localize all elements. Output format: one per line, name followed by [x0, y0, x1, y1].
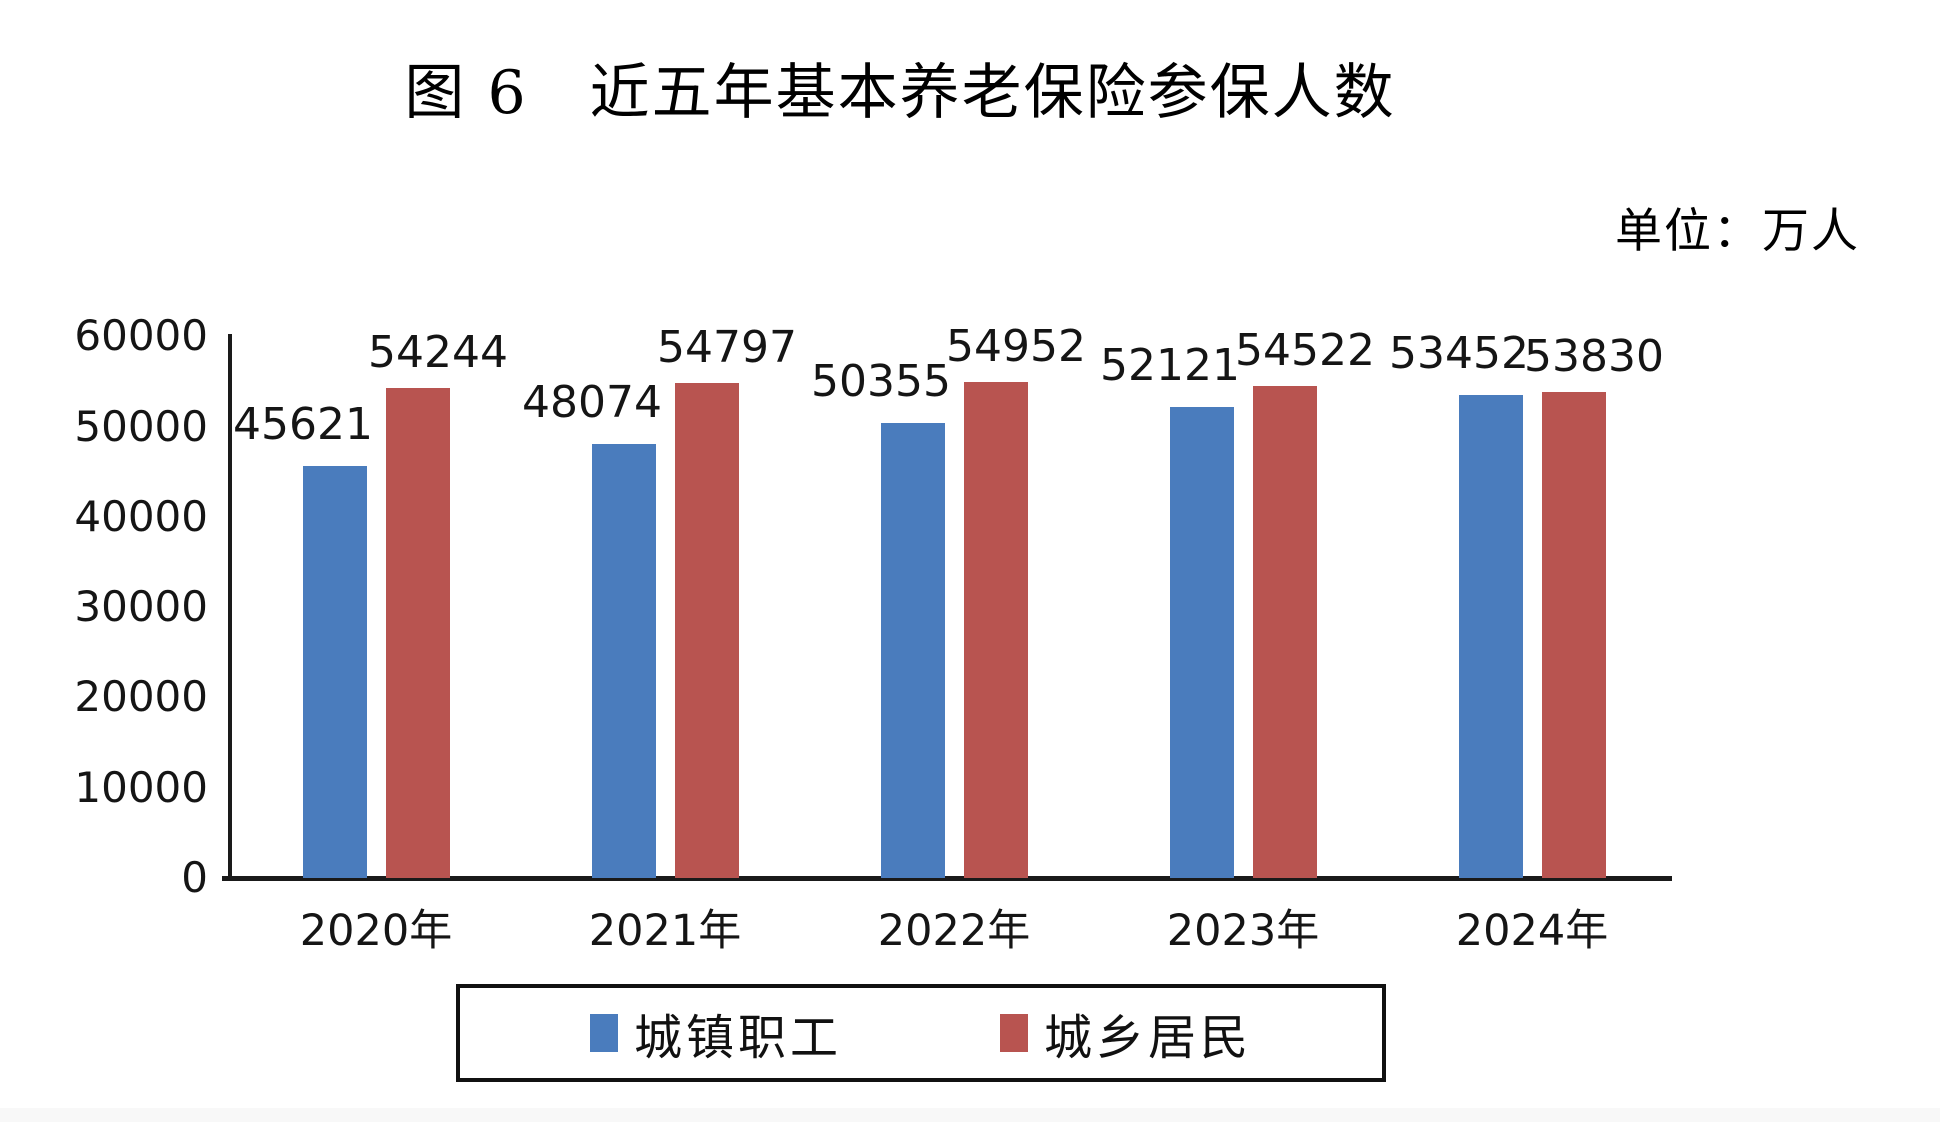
chart-title: 图 6 近五年基本养老保险参保人数 [404, 58, 1396, 128]
bar-urban-workers-2020年 [303, 466, 367, 878]
y-tick-label-60000: 60000 [74, 311, 208, 361]
y-tick-label-40000: 40000 [74, 491, 208, 541]
value-label-urban-rural-residents-2024年: 53830 [1524, 331, 1664, 382]
x-axis-line [222, 876, 1672, 881]
y-tick-label-20000: 20000 [74, 672, 208, 722]
value-label-urban-rural-residents-2021年: 54797 [657, 322, 797, 373]
legend-swatch-icon [589, 1014, 618, 1052]
unit-label: 单位：万人 [1615, 204, 1860, 259]
bottom-strip [0, 1108, 1940, 1122]
bar-urban-workers-2024年 [1459, 395, 1523, 878]
legend-item-1: 城乡居民 [1000, 998, 1252, 1068]
y-tick-label-30000: 30000 [74, 582, 208, 632]
bar-urban-rural-residents-2022年 [964, 382, 1028, 878]
y-tick-label-0: 0 [181, 853, 208, 902]
bar-urban-rural-residents-2021年 [675, 383, 739, 878]
value-label-urban-rural-residents-2022年: 54952 [946, 321, 1086, 372]
legend-label: 城镇职工 [633, 1010, 842, 1066]
legend-swatch-icon [1000, 1014, 1028, 1052]
bar-urban-rural-residents-2020年 [386, 388, 450, 878]
bar-urban-workers-2021年 [592, 444, 656, 878]
y-axis-line [228, 334, 232, 878]
bar-urban-rural-residents-2023年 [1253, 386, 1317, 878]
y-tick-label-50000: 50000 [74, 401, 208, 451]
bar-urban-workers-2023年 [1170, 407, 1234, 878]
legend: 城镇职工 城乡居民 [456, 984, 1386, 1082]
value-label-urban-workers-2024年: 53452 [1389, 328, 1529, 379]
value-label-urban-workers-2021年: 48074 [522, 377, 662, 428]
x-tick-label-2024年: 2024年 [1455, 906, 1609, 956]
x-tick-label-2021年: 2021年 [588, 906, 742, 956]
legend-label: 城乡居民 [1044, 1010, 1253, 1066]
x-tick-label-2022年: 2022年 [877, 906, 1031, 956]
y-tick-label-10000: 10000 [74, 762, 208, 812]
value-label-urban-rural-residents-2020年: 54244 [368, 327, 508, 378]
x-tick-label-2023年: 2023年 [1166, 906, 1320, 956]
bar-urban-workers-2022年 [881, 423, 945, 878]
bar-urban-rural-residents-2024年 [1542, 392, 1606, 878]
x-tick-label-2020年: 2020年 [299, 906, 453, 956]
value-label-urban-workers-2023年: 52121 [1100, 340, 1240, 391]
value-label-urban-rural-residents-2023年: 54522 [1235, 325, 1375, 376]
legend-item-0: 城镇职工 [589, 998, 842, 1068]
value-label-urban-workers-2022年: 50355 [811, 356, 951, 407]
value-label-urban-workers-2020年: 45621 [233, 399, 373, 450]
